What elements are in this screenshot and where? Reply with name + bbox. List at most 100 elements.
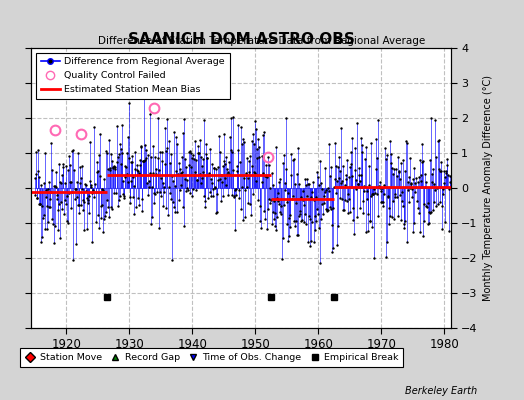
Point <box>235 195 244 202</box>
Point <box>170 204 178 211</box>
Point <box>256 202 265 209</box>
Point <box>192 157 201 164</box>
Point <box>429 166 438 172</box>
Point <box>311 212 319 219</box>
Point <box>47 189 56 195</box>
Point <box>32 194 41 201</box>
Point <box>279 152 288 158</box>
Point <box>242 171 250 178</box>
Point <box>338 196 346 202</box>
Point <box>151 191 160 197</box>
Point <box>108 164 117 170</box>
Point <box>148 214 156 220</box>
Point <box>418 158 426 165</box>
Point <box>41 150 49 156</box>
Point <box>279 160 287 166</box>
Point <box>122 164 130 171</box>
Point <box>78 186 86 192</box>
Point <box>148 184 157 190</box>
Point <box>195 150 203 156</box>
Point <box>165 184 173 191</box>
Point <box>403 140 411 146</box>
Point <box>370 186 379 192</box>
Point <box>222 153 230 160</box>
Point <box>397 217 405 223</box>
Point <box>134 195 142 201</box>
Point <box>389 171 398 178</box>
Point <box>309 239 318 245</box>
Point <box>440 168 448 174</box>
Point <box>294 232 302 238</box>
Point <box>247 138 256 144</box>
Point <box>180 223 189 229</box>
Point <box>405 198 413 205</box>
Point <box>167 151 175 158</box>
Point <box>332 162 340 169</box>
Point <box>209 186 217 193</box>
Point <box>176 187 184 194</box>
Point <box>315 181 323 188</box>
Point <box>89 187 97 193</box>
Point <box>102 209 110 215</box>
Point <box>302 193 311 199</box>
Point <box>124 178 132 185</box>
Point <box>90 124 98 130</box>
Point <box>282 166 290 172</box>
Point <box>392 166 400 172</box>
Point <box>252 126 260 132</box>
Point <box>387 160 395 166</box>
Point <box>238 184 246 190</box>
Point <box>43 202 51 209</box>
Point <box>421 170 430 177</box>
Point <box>77 202 85 209</box>
Point <box>439 190 447 197</box>
Point <box>316 216 325 223</box>
Point <box>58 172 67 179</box>
Point <box>30 175 39 182</box>
Point <box>332 242 341 248</box>
Point <box>244 200 252 206</box>
Point <box>286 224 294 230</box>
Point <box>167 196 176 202</box>
Point <box>288 156 297 163</box>
Point <box>151 154 159 160</box>
Point <box>368 191 376 197</box>
Point <box>330 184 338 190</box>
Point <box>71 186 80 192</box>
Point <box>309 178 317 185</box>
Point <box>284 190 292 196</box>
Point <box>392 172 401 179</box>
Point <box>213 190 222 197</box>
Point <box>178 154 187 160</box>
Point <box>421 184 429 190</box>
Point <box>395 168 403 175</box>
Point <box>266 185 274 191</box>
Point <box>211 184 220 190</box>
Point <box>74 210 83 216</box>
Point <box>365 162 373 169</box>
Point <box>85 192 93 199</box>
Point <box>277 202 286 209</box>
Point <box>63 217 71 224</box>
Point <box>173 141 182 147</box>
Point <box>270 222 279 229</box>
Point <box>294 180 303 187</box>
Point <box>314 225 323 231</box>
Point <box>373 154 381 161</box>
Point <box>242 170 250 177</box>
Point <box>212 210 221 216</box>
Point <box>376 179 385 185</box>
Point <box>140 158 148 164</box>
Point <box>357 135 366 141</box>
Point <box>443 156 451 162</box>
Point <box>204 195 213 202</box>
Point <box>293 171 301 177</box>
Point <box>136 157 145 163</box>
Point <box>79 197 88 203</box>
Point <box>360 188 368 194</box>
Point <box>367 193 375 199</box>
Point <box>204 172 212 178</box>
Point <box>202 141 210 148</box>
Point <box>101 148 110 154</box>
Point <box>297 218 305 224</box>
